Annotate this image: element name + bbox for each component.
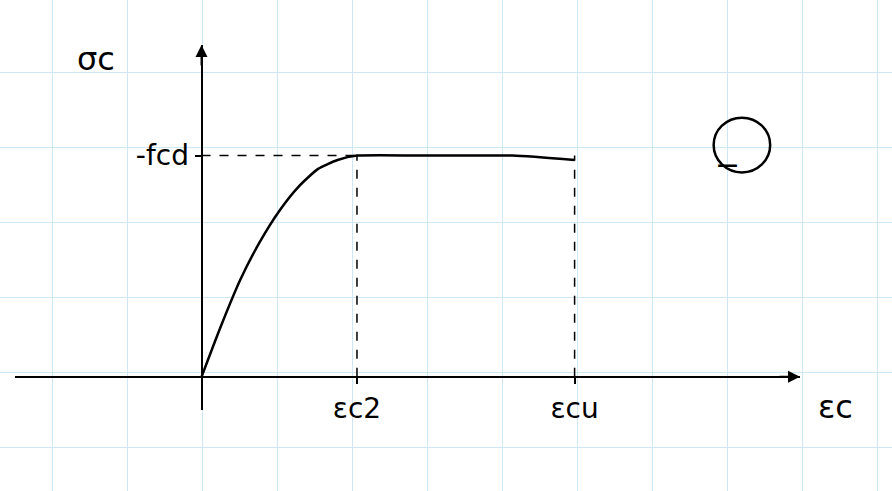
svg-text:εc2: εc2 xyxy=(333,392,381,425)
svg-text:-fcd: -fcd xyxy=(136,139,189,172)
svg-text:−: − xyxy=(715,147,740,182)
svg-text:εcu: εcu xyxy=(550,392,598,425)
svg-text:εc: εc xyxy=(818,388,853,426)
svg-text:σc: σc xyxy=(77,40,115,78)
